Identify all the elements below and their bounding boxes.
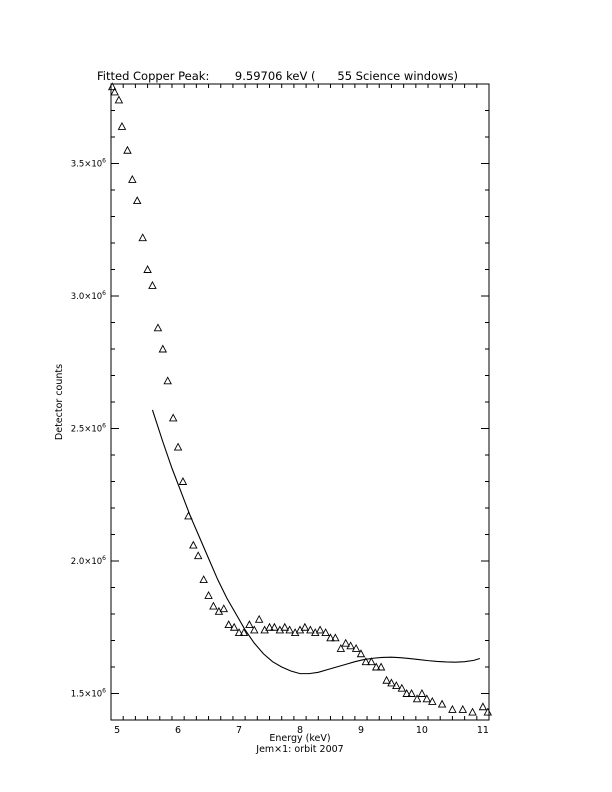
data-point — [123, 145, 132, 154]
data-point — [376, 662, 386, 671]
x-tick-label: 5 — [114, 725, 120, 736]
y-tick-label: 3.5×106 — [71, 158, 106, 170]
data-point — [270, 622, 279, 631]
data-point — [158, 344, 168, 353]
data-point — [280, 622, 290, 631]
data-point — [128, 174, 137, 183]
data-point — [254, 614, 264, 623]
data-point — [173, 442, 183, 451]
data-point — [117, 121, 127, 130]
data-point — [336, 644, 346, 652]
data-point — [331, 633, 340, 642]
x-tick-label: 7 — [236, 725, 242, 736]
data-point — [143, 265, 152, 273]
data-point — [107, 82, 117, 91]
data-point — [315, 625, 325, 634]
y-axis-label: Detector counts — [54, 364, 65, 440]
data-point — [483, 707, 493, 716]
data-point — [428, 697, 437, 705]
data-point — [189, 540, 198, 549]
data-point — [199, 575, 208, 583]
axis-ticks — [110, 83, 490, 721]
data-point — [407, 689, 416, 697]
data-point — [265, 622, 274, 631]
data-point — [163, 376, 172, 385]
data-point — [110, 87, 119, 96]
data-point — [402, 689, 411, 697]
data-point — [148, 280, 157, 289]
data-point — [178, 477, 188, 485]
y-tick-label: 2.0×106 — [71, 555, 106, 567]
data-point — [209, 601, 218, 610]
data-point — [351, 644, 361, 652]
x-tick-label: 9 — [358, 725, 364, 736]
data-point — [468, 707, 477, 716]
data-point — [132, 196, 142, 205]
x-tick-label: 6 — [175, 725, 181, 736]
data-point — [114, 95, 124, 104]
data-point — [371, 662, 381, 671]
x-axis-label: Energy (keV) — [269, 733, 330, 744]
data-point — [239, 628, 249, 636]
data-point — [234, 628, 244, 636]
data-point — [300, 622, 310, 631]
x-tick-label: 11 — [477, 725, 489, 736]
data-point — [412, 694, 422, 703]
data-point — [361, 657, 371, 666]
data-point — [448, 704, 457, 713]
data-point — [422, 694, 432, 703]
data-point — [229, 622, 239, 631]
data-point — [356, 649, 366, 658]
y-tick-labels: 1.5×106 2.0×106 2.5×106 3.0×106 3.5×106 — [71, 158, 106, 700]
y-tick-label: 1.5×106 — [71, 688, 106, 700]
data-point — [392, 681, 401, 689]
x-tick-label: 8 — [297, 725, 303, 736]
data-point — [245, 620, 254, 629]
data-point — [250, 625, 259, 634]
data-marks — [107, 82, 493, 716]
data-point — [224, 620, 233, 629]
data-point — [382, 675, 391, 684]
data-point — [219, 604, 229, 613]
data-point — [153, 323, 163, 332]
data-point — [326, 633, 335, 642]
data-point — [193, 551, 203, 560]
data-point — [387, 678, 396, 687]
data-point — [367, 657, 376, 666]
data-point — [321, 628, 330, 636]
data-point — [341, 638, 350, 647]
data-point — [458, 704, 468, 713]
fit-curve — [151, 409, 481, 675]
data-point — [397, 683, 407, 692]
data-point — [346, 641, 355, 650]
data-point — [168, 413, 178, 422]
data-point — [285, 625, 294, 634]
data-point — [417, 689, 427, 697]
data-point — [306, 625, 315, 634]
x-tick-label: 10 — [416, 725, 428, 736]
data-point — [437, 699, 447, 708]
data-point — [204, 591, 213, 599]
y-tick-label: 2.5×106 — [71, 423, 106, 435]
plot-frame — [110, 83, 490, 721]
chart-title: Fitted Copper Peak: 9.59706 keV ( 55 Sci… — [97, 69, 458, 83]
chart-caption: Jem×1: orbit 2007 — [255, 744, 343, 755]
y-tick-label: 3.0×106 — [71, 290, 106, 302]
data-point — [478, 702, 488, 711]
data-point — [138, 233, 147, 242]
x-tick-labels: 5 6 7 8 9 10 11 — [114, 725, 489, 736]
